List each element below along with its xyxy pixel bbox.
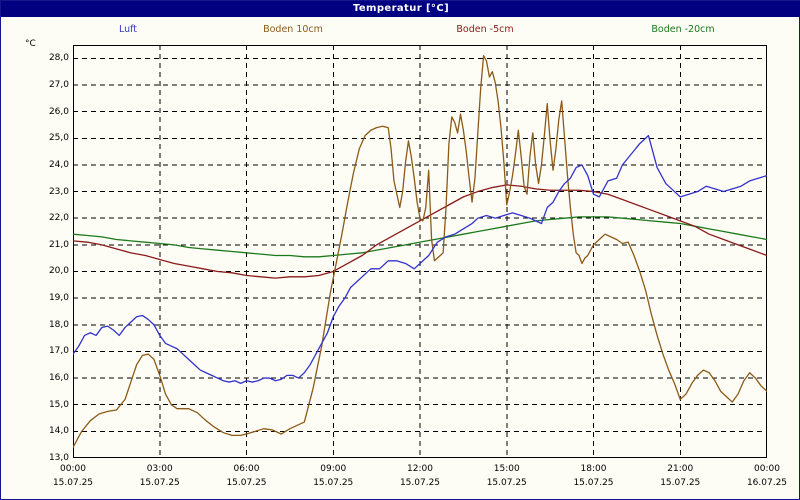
y-axis-tick: 22,0 [48,213,69,224]
x-tick-date: 15.07.25 [313,478,354,488]
y-axis-tick: 18,0 [48,319,69,330]
x-tick-time: 00:00 [754,464,780,474]
y-axis-tick: 19,0 [48,293,69,304]
x-tick-date: 15.07.25 [399,478,441,488]
x-axis-labels: 00:00 15.07.25 03:00 15.07.25 06:00 15.07.25 0… [1,462,800,494]
series-boden-10cm [73,55,767,448]
y-axis-tick: 20,0 [48,266,69,277]
y-axis-tick: 28,0 [48,53,69,64]
y-axis-tick: 24,0 [48,159,69,170]
legend-item-boden-minus20cm[interactable]: Boden -20cm [651,24,715,35]
x-axis-tick: 21:00 15.07.25 [635,462,725,490]
x-tick-time: 09:00 [320,464,347,474]
legend-item-boden-minus5cm[interactable]: Boden -5cm [456,24,514,35]
x-tick-time: 06:00 [233,464,260,474]
y-axis-tick: 15,0 [48,399,69,410]
y-axis-tick: 14,0 [48,426,69,437]
y-axis-tick: 16,0 [48,373,69,384]
legend-item-boden-10cm[interactable]: Boden 10cm [263,24,323,35]
x-tick-date: 16.07.25 [746,478,788,488]
y-axis-labels: 28,0 27,0 26,0 25,0 24,0 23,0 22,0 21,0 20,0 19,0… [21,45,69,463]
series-boden-minus20cm [73,216,767,258]
window-title: Temperatur [°C] [1,1,800,17]
y-axis-tick: 13,0 [48,453,69,463]
chart-canvas [73,45,767,458]
y-axis-unit-label: °C [25,39,36,49]
x-tick-time: 18:00 [580,464,607,474]
x-tick-time: 21:00 [667,464,694,474]
series-boden-minus5cm [73,184,767,279]
y-axis-tick: 17,0 [48,346,69,357]
x-tick-date: 15.07.25 [139,478,180,488]
y-axis-tick: 26,0 [48,106,69,117]
x-axis-tick: 18:00 15.07.25 [549,462,639,490]
x-tick-time: 15:00 [493,464,520,474]
y-axis-tick: 23,0 [48,186,69,197]
x-tick-time: 12:00 [407,464,433,474]
plot-area [73,45,767,458]
x-tick-date: 15.07.25 [486,478,527,488]
x-tick-date: 15.07.25 [573,478,614,488]
x-axis-tick: 12:00 15.07.25 [375,462,465,490]
x-tick-time: 03:00 [146,464,173,474]
x-tick-date: 15.07.25 [226,478,267,488]
x-axis-tick: 03:00 15.07.25 [115,462,205,490]
x-axis-tick: 06:00 15.07.25 [202,462,292,490]
y-axis-tick: 21,0 [48,239,69,250]
x-axis-tick: 00:00 15.07.25 [28,462,118,490]
legend-item-luft[interactable]: Luft [118,24,138,35]
x-tick-date: 15.07.25 [660,478,701,488]
y-axis-tick: 27,0 [48,79,69,90]
x-axis-tick: 00:00 16.07.25 [722,462,800,490]
x-axis-tick: 09:00 15.07.25 [288,462,378,490]
y-axis-tick: 25,0 [48,133,69,144]
x-tick-date: 15.07.25 [52,478,94,488]
x-axis-tick: 15:00 15.07.25 [462,462,552,490]
x-tick-time: 00:00 [60,464,86,474]
chart-legend: Luft Boden 10cm Boden -5cm Boden -20cm [1,23,800,37]
series-luft [73,134,767,385]
